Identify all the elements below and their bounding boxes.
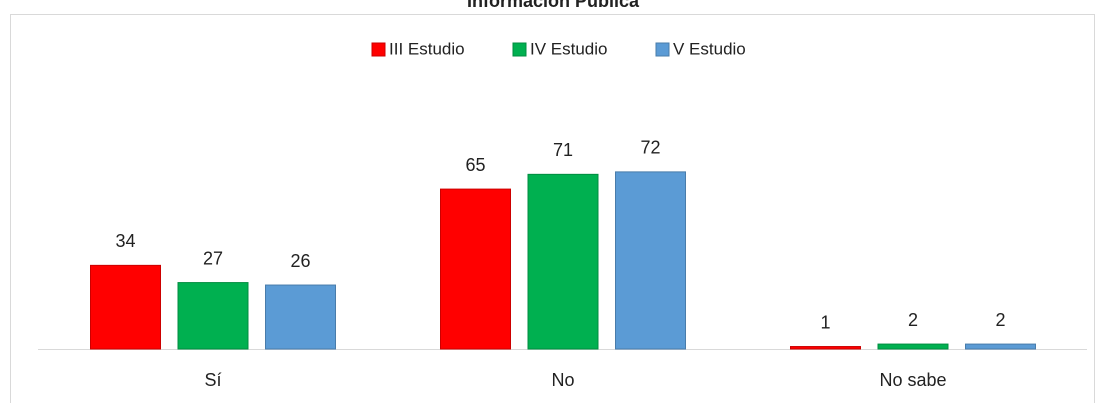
data-label: 27 xyxy=(203,248,223,268)
x-tick-label: No xyxy=(551,370,574,390)
legend-swatch xyxy=(655,42,670,57)
title-backdrop xyxy=(380,0,726,13)
x-tick-label: Sí xyxy=(204,370,221,390)
bar xyxy=(265,284,336,350)
bar xyxy=(440,188,511,350)
bar xyxy=(615,171,686,350)
x-tick-label: No sabe xyxy=(879,370,946,390)
chart-title: Información Pública xyxy=(467,0,640,11)
data-label: 26 xyxy=(290,251,310,271)
legend-label: IV Estudio xyxy=(530,39,608,58)
data-label: 34 xyxy=(115,231,135,251)
legend-swatch xyxy=(512,42,527,57)
data-label: 2 xyxy=(908,310,918,330)
data-label: 71 xyxy=(553,140,573,160)
bar xyxy=(90,264,161,350)
data-label: 65 xyxy=(465,155,485,175)
legend-swatch xyxy=(371,42,386,57)
bar xyxy=(877,343,949,350)
chart-border xyxy=(10,14,1095,403)
legend-label: III Estudio xyxy=(389,39,465,58)
legend-label: V Estudio xyxy=(673,39,746,58)
bar xyxy=(790,346,861,350)
bar xyxy=(965,343,1036,350)
bar xyxy=(177,282,249,350)
data-label: 72 xyxy=(640,138,660,158)
data-label: 2 xyxy=(995,310,1005,330)
bar xyxy=(527,173,599,350)
data-label: 1 xyxy=(820,312,830,332)
